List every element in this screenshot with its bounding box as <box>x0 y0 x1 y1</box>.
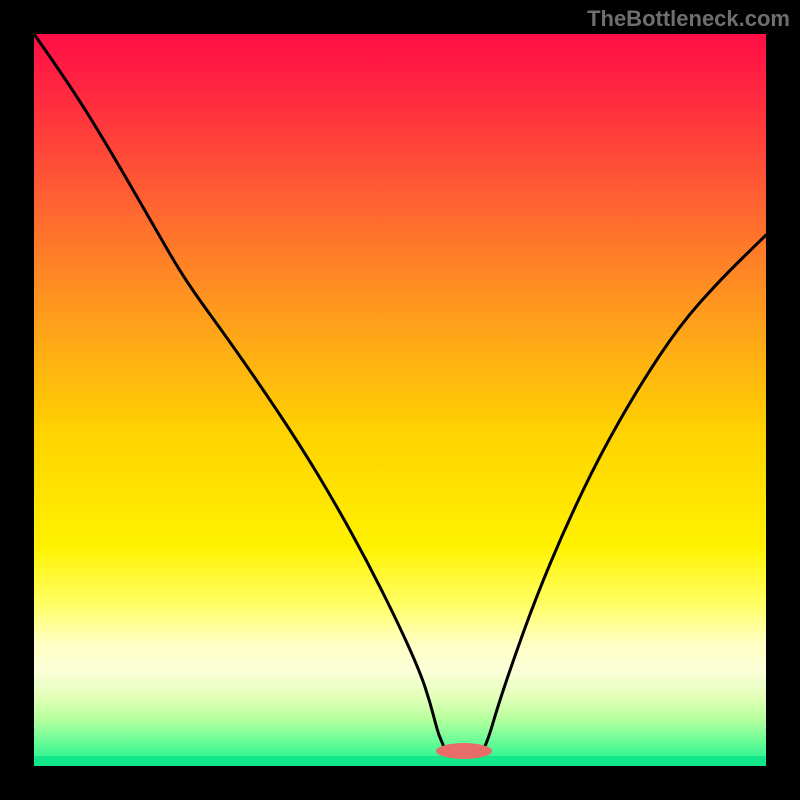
bottleneck-chart <box>0 0 800 800</box>
optimal-marker <box>436 743 492 759</box>
watermark-text: TheBottleneck.com <box>587 6 790 32</box>
plot-background <box>34 34 766 766</box>
chart-frame: TheBottleneck.com <box>0 0 800 800</box>
plot-bottom-bar <box>34 756 766 766</box>
